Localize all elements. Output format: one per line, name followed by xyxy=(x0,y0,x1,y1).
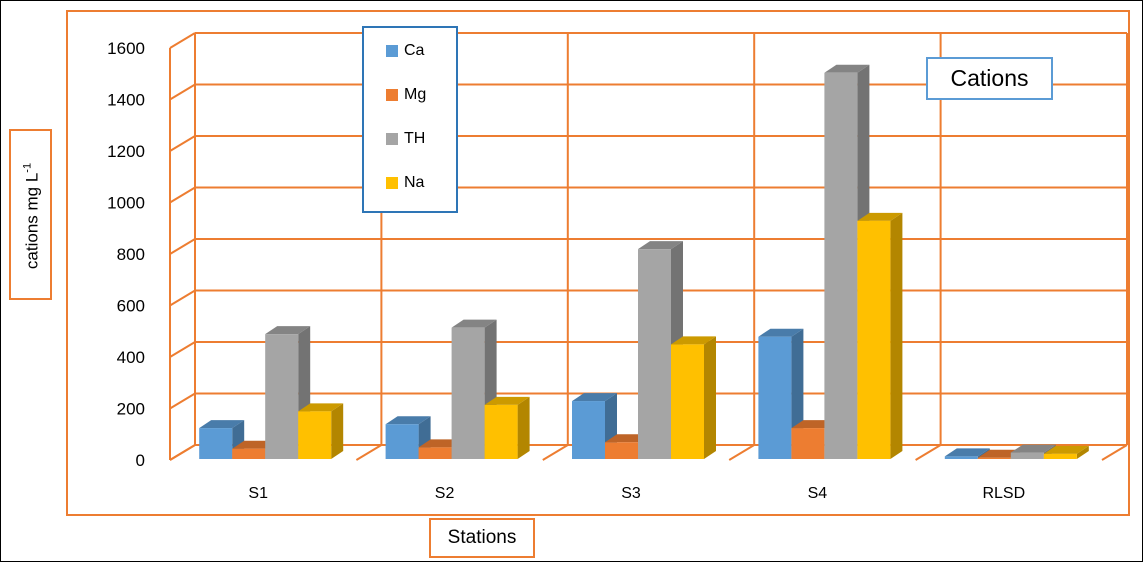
bar-top xyxy=(944,448,990,457)
y-tick-label: 800 xyxy=(117,245,145,264)
legend-label: Na xyxy=(404,174,425,191)
legend-item-ca: Ca xyxy=(386,41,424,61)
bar-front xyxy=(671,344,704,459)
bar-front xyxy=(418,447,452,459)
gridline-side xyxy=(169,392,196,410)
bar-front xyxy=(758,336,792,459)
y-axis-label: cations mg L-1 xyxy=(21,162,42,270)
bar-top xyxy=(298,403,344,412)
gridline-side xyxy=(169,341,196,358)
legend-item-na: Na xyxy=(386,173,424,193)
floor-tick xyxy=(169,444,196,461)
bar-front xyxy=(605,442,638,459)
bar-front xyxy=(944,456,978,459)
bar-top xyxy=(451,319,497,328)
chart-title: Cations xyxy=(926,57,1053,100)
bar-top xyxy=(638,241,683,250)
bar-top xyxy=(824,64,870,73)
y-tick-label: 1000 xyxy=(107,194,145,213)
bar-top xyxy=(199,420,245,429)
legend-swatch xyxy=(386,177,398,189)
legend-item-mg: Mg xyxy=(386,85,426,105)
bar-front xyxy=(385,424,419,459)
floor-tick xyxy=(355,444,382,461)
bars xyxy=(199,64,1089,459)
bar-front xyxy=(199,428,233,459)
legend-swatch xyxy=(386,133,398,145)
bar-top xyxy=(484,396,530,405)
bar-side xyxy=(890,212,903,459)
bar-na-s3 xyxy=(671,336,716,459)
floor-tick xyxy=(915,444,942,461)
bar-front xyxy=(1010,452,1044,459)
bar-front xyxy=(232,448,266,459)
x-axis-label: Stations xyxy=(429,518,535,558)
gridline-side xyxy=(169,238,196,255)
bar-side xyxy=(517,396,530,459)
gridline-side xyxy=(169,135,196,152)
y-tick-label: 400 xyxy=(117,348,145,367)
bar-na-rlsd xyxy=(1043,445,1089,459)
floor-tick xyxy=(1101,444,1128,461)
bar-front xyxy=(265,334,299,459)
bar-top xyxy=(1010,444,1056,453)
gridline-side xyxy=(169,289,196,307)
bar-ca-s2 xyxy=(385,416,431,459)
legend-item-th: TH xyxy=(386,129,425,149)
floor-tick xyxy=(728,444,755,461)
bar-top xyxy=(572,393,617,402)
legend-label: Mg xyxy=(404,86,427,103)
x-tick-label: S4 xyxy=(808,485,828,502)
y-tick-label: 1600 xyxy=(107,39,145,58)
gridline-side xyxy=(169,83,196,101)
bar-front xyxy=(857,220,891,459)
x-tick-label: RLSD xyxy=(982,485,1025,502)
bar-na-s4 xyxy=(857,212,903,459)
bar-front xyxy=(824,72,858,459)
bar-top xyxy=(385,416,431,425)
gridline-side xyxy=(169,186,196,204)
legend-label: Ca xyxy=(404,42,425,59)
bar-front xyxy=(1043,453,1077,459)
bar-top xyxy=(671,336,716,345)
y-tick-label: 200 xyxy=(117,400,145,419)
bar-na-s1 xyxy=(298,403,344,459)
gridline-side xyxy=(169,32,196,49)
x-tick-label: S1 xyxy=(248,485,268,502)
y-axis-label-box: cations mg L-1 xyxy=(9,129,52,300)
x-tick-label: S2 xyxy=(435,485,455,502)
bar-side xyxy=(1076,445,1089,459)
bar-side xyxy=(704,336,716,459)
bar-top xyxy=(265,326,311,335)
bar-front xyxy=(298,411,332,459)
bar-ca-s4 xyxy=(758,328,804,459)
y-tick-label: 1400 xyxy=(107,91,145,110)
legend-swatch xyxy=(386,45,398,57)
bar-front xyxy=(638,249,671,459)
bar-ca-s1 xyxy=(199,420,245,459)
x-tick-label: S3 xyxy=(621,485,641,502)
bar-front xyxy=(977,457,1011,459)
bar-th-s2 xyxy=(451,319,497,459)
plot-area-border xyxy=(66,10,1130,516)
y-tick-label: 600 xyxy=(117,297,145,316)
bar-front xyxy=(791,428,825,459)
y-tick-label: 0 xyxy=(136,451,145,470)
bar-top xyxy=(758,328,804,337)
legend-swatch xyxy=(386,89,398,101)
legend: Ca Mg TH Na xyxy=(362,26,458,213)
y-tick-label: 1200 xyxy=(107,142,145,161)
bar-front xyxy=(451,327,485,459)
legend-label: TH xyxy=(404,130,426,147)
bar-na-s2 xyxy=(484,396,530,459)
bar-front xyxy=(572,401,605,459)
bar-top xyxy=(857,212,903,221)
floor-tick xyxy=(542,444,569,461)
bar-side xyxy=(331,403,344,459)
bar-top xyxy=(1043,445,1089,454)
bar-front xyxy=(484,404,518,459)
